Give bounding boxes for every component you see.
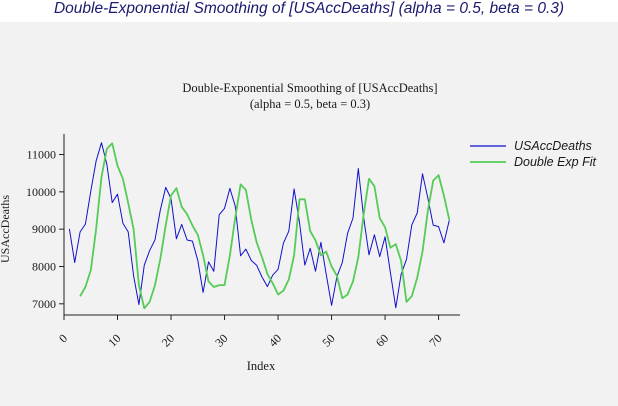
y-axis-label: USAccDeaths [0, 195, 12, 263]
legend: USAccDeaths Double Exp Fit [470, 139, 597, 169]
x-tick-label: 50 [319, 331, 337, 349]
x-tick-label: 70 [426, 331, 444, 349]
x-tick-label: 20 [159, 331, 177, 349]
legend-label: Double Exp Fit [514, 155, 597, 169]
y-tick-label: 7000 [32, 297, 56, 311]
chart-subtitle: (alpha = 0.5, beta = 0.3) [250, 97, 370, 111]
plot-panel: Double-Exponential Smoothing of [USAccDe… [0, 22, 618, 406]
series-layer [68, 142, 451, 310]
y-tick-label: 8000 [32, 259, 56, 273]
x-axis-label: Index [247, 359, 276, 373]
page-heading: Double-Exponential Smoothing of [USAccDe… [53, 0, 565, 17]
x-tick-label: 10 [105, 331, 123, 349]
x-tick-label: 40 [266, 331, 284, 349]
chart-title: Double-Exponential Smoothing of [USAccDe… [182, 81, 437, 95]
y-tick-label: 10000 [26, 185, 56, 199]
line-chart: Double-Exponential Smoothing of [USAccDe… [0, 81, 597, 373]
legend-label: USAccDeaths [514, 139, 592, 153]
y-tick-label: 9000 [32, 222, 56, 236]
y-tick-label: 11000 [26, 148, 56, 162]
series-line-double-exp-fit [79, 142, 451, 310]
x-tick-label: 30 [212, 331, 230, 349]
x-tick-label: 60 [373, 331, 391, 349]
axes: 7000 8000 9000 10000 11000 0 10 20 30 40 50 60 70 [26, 134, 460, 350]
x-tick-label: 0 [56, 331, 70, 345]
series-line-usaccdeaths [68, 142, 450, 309]
